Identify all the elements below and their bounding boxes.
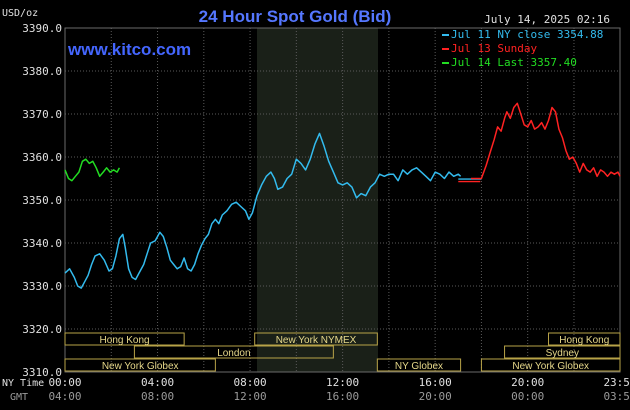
y-tick-label: 3360.0 xyxy=(22,151,62,164)
x-tick-ny: 12:00 xyxy=(326,376,359,389)
y-tick-label: 3310.0 xyxy=(22,366,62,379)
market-sessions: Hong Kong London New York Globex New York N… xyxy=(64,332,621,372)
series-line xyxy=(64,158,121,182)
y-tick-label: 3370.0 xyxy=(22,108,62,121)
gmt-label: GMT xyxy=(10,392,28,403)
x-tick-gmt: 20:00 xyxy=(419,390,452,403)
x-tick-gmt: 00:00 xyxy=(511,390,544,403)
session-bar xyxy=(548,332,621,346)
x-tick-gmt: 04:00 xyxy=(48,390,81,403)
y-tick-label: 3350.0 xyxy=(22,194,62,207)
chart-title: 24 Hour Spot Gold (Bid) xyxy=(199,7,392,26)
x-tick-ny: 23:59 xyxy=(603,376,630,389)
x-tick-ny: 08:00 xyxy=(234,376,267,389)
session-bar xyxy=(254,332,378,346)
x-tick-gmt: 03:59 xyxy=(603,390,630,403)
price-series xyxy=(64,102,621,289)
y-axis-ticks: 3390.0 3380.0 3370.0 3360.0 3350.0 3340.0 3330… xyxy=(22,22,62,379)
grid xyxy=(64,27,621,373)
legend-entry: Jul 13 Sunday xyxy=(451,42,537,55)
session-bar xyxy=(376,358,462,372)
y-tick-label: 3340.0 xyxy=(22,237,62,250)
timestamp: July 14, 2025 02:16 xyxy=(484,13,610,26)
session-label: New York Globex xyxy=(102,361,179,372)
source-logo: www.kitco.com xyxy=(67,40,191,59)
x-tick-ny: 04:00 xyxy=(141,376,174,389)
session-label: London xyxy=(217,348,250,359)
legend-entry: Jul 11 NY close 3354.88 xyxy=(451,28,603,41)
y-tick-label: 3320.0 xyxy=(22,323,62,336)
y-tick-label: 3330.0 xyxy=(22,280,62,293)
series-line xyxy=(64,132,462,289)
x-tick-gmt: 08:00 xyxy=(141,390,174,403)
session-bar xyxy=(480,358,621,372)
x-tick-gmt: 12:00 xyxy=(234,390,267,403)
plot-border xyxy=(64,27,621,373)
x-tick-ny: 16:00 xyxy=(419,376,452,389)
session-bar xyxy=(133,345,334,359)
y-tick-label: 3390.0 xyxy=(22,22,62,35)
session-label: Hong Kong xyxy=(100,335,150,346)
x-tick-gmt: 16:00 xyxy=(326,390,359,403)
ny-time-label: NY Time xyxy=(2,378,44,389)
session-label: NY Globex xyxy=(395,361,443,372)
session-bar xyxy=(64,332,185,346)
x-tick-ny: 00:00 xyxy=(48,376,81,389)
session-label: Sydney xyxy=(546,348,579,359)
session-label: Hong Kong xyxy=(559,335,609,346)
y-unit-label: USD/oz xyxy=(2,8,38,19)
legend-entry: Jul 14 Last 3357.40 xyxy=(451,56,577,69)
x-axis-ticks: 00:0004:0008:0012:0016:0020:0023:5904:00… xyxy=(48,376,630,403)
session-label: New York Globex xyxy=(512,361,589,372)
session-bar xyxy=(64,358,216,372)
session-bar xyxy=(504,345,621,359)
x-tick-ny: 20:00 xyxy=(511,376,544,389)
series-line xyxy=(471,102,621,180)
y-tick-label: 3380.0 xyxy=(22,65,62,78)
session-label: New York NYMEX xyxy=(276,335,357,346)
